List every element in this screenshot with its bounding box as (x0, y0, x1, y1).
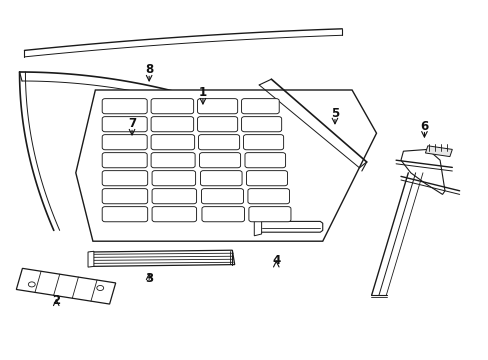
Circle shape (97, 285, 103, 291)
Polygon shape (76, 90, 376, 241)
FancyBboxPatch shape (102, 117, 147, 132)
Circle shape (28, 282, 35, 287)
FancyBboxPatch shape (102, 153, 147, 168)
FancyBboxPatch shape (201, 189, 243, 204)
FancyBboxPatch shape (241, 99, 279, 114)
FancyBboxPatch shape (199, 153, 240, 168)
Text: 8: 8 (145, 63, 153, 76)
FancyBboxPatch shape (247, 189, 289, 204)
Polygon shape (16, 268, 116, 304)
FancyBboxPatch shape (197, 117, 237, 132)
Text: 4: 4 (272, 254, 280, 267)
FancyBboxPatch shape (152, 171, 195, 186)
FancyBboxPatch shape (241, 117, 281, 132)
Polygon shape (88, 251, 94, 267)
FancyBboxPatch shape (151, 153, 195, 168)
FancyBboxPatch shape (152, 207, 196, 222)
FancyBboxPatch shape (244, 153, 285, 168)
Polygon shape (254, 220, 261, 236)
Polygon shape (425, 146, 451, 157)
FancyBboxPatch shape (197, 99, 237, 114)
FancyBboxPatch shape (152, 189, 196, 204)
FancyBboxPatch shape (102, 189, 147, 204)
FancyBboxPatch shape (102, 171, 147, 186)
Text: 2: 2 (52, 294, 60, 307)
Polygon shape (90, 250, 234, 266)
FancyBboxPatch shape (202, 207, 244, 222)
Text: 1: 1 (199, 86, 206, 99)
FancyBboxPatch shape (151, 117, 193, 132)
Text: 5: 5 (330, 107, 338, 120)
FancyBboxPatch shape (246, 171, 287, 186)
Text: 7: 7 (128, 117, 136, 130)
FancyBboxPatch shape (200, 171, 242, 186)
FancyBboxPatch shape (151, 99, 193, 114)
Text: 3: 3 (145, 272, 153, 285)
FancyBboxPatch shape (198, 135, 239, 150)
FancyBboxPatch shape (102, 99, 147, 114)
Polygon shape (400, 149, 444, 194)
FancyBboxPatch shape (243, 135, 283, 150)
FancyBboxPatch shape (248, 207, 290, 222)
FancyBboxPatch shape (102, 207, 147, 222)
FancyBboxPatch shape (102, 135, 147, 150)
FancyBboxPatch shape (151, 135, 194, 150)
Polygon shape (259, 221, 322, 232)
Text: 6: 6 (420, 120, 427, 132)
